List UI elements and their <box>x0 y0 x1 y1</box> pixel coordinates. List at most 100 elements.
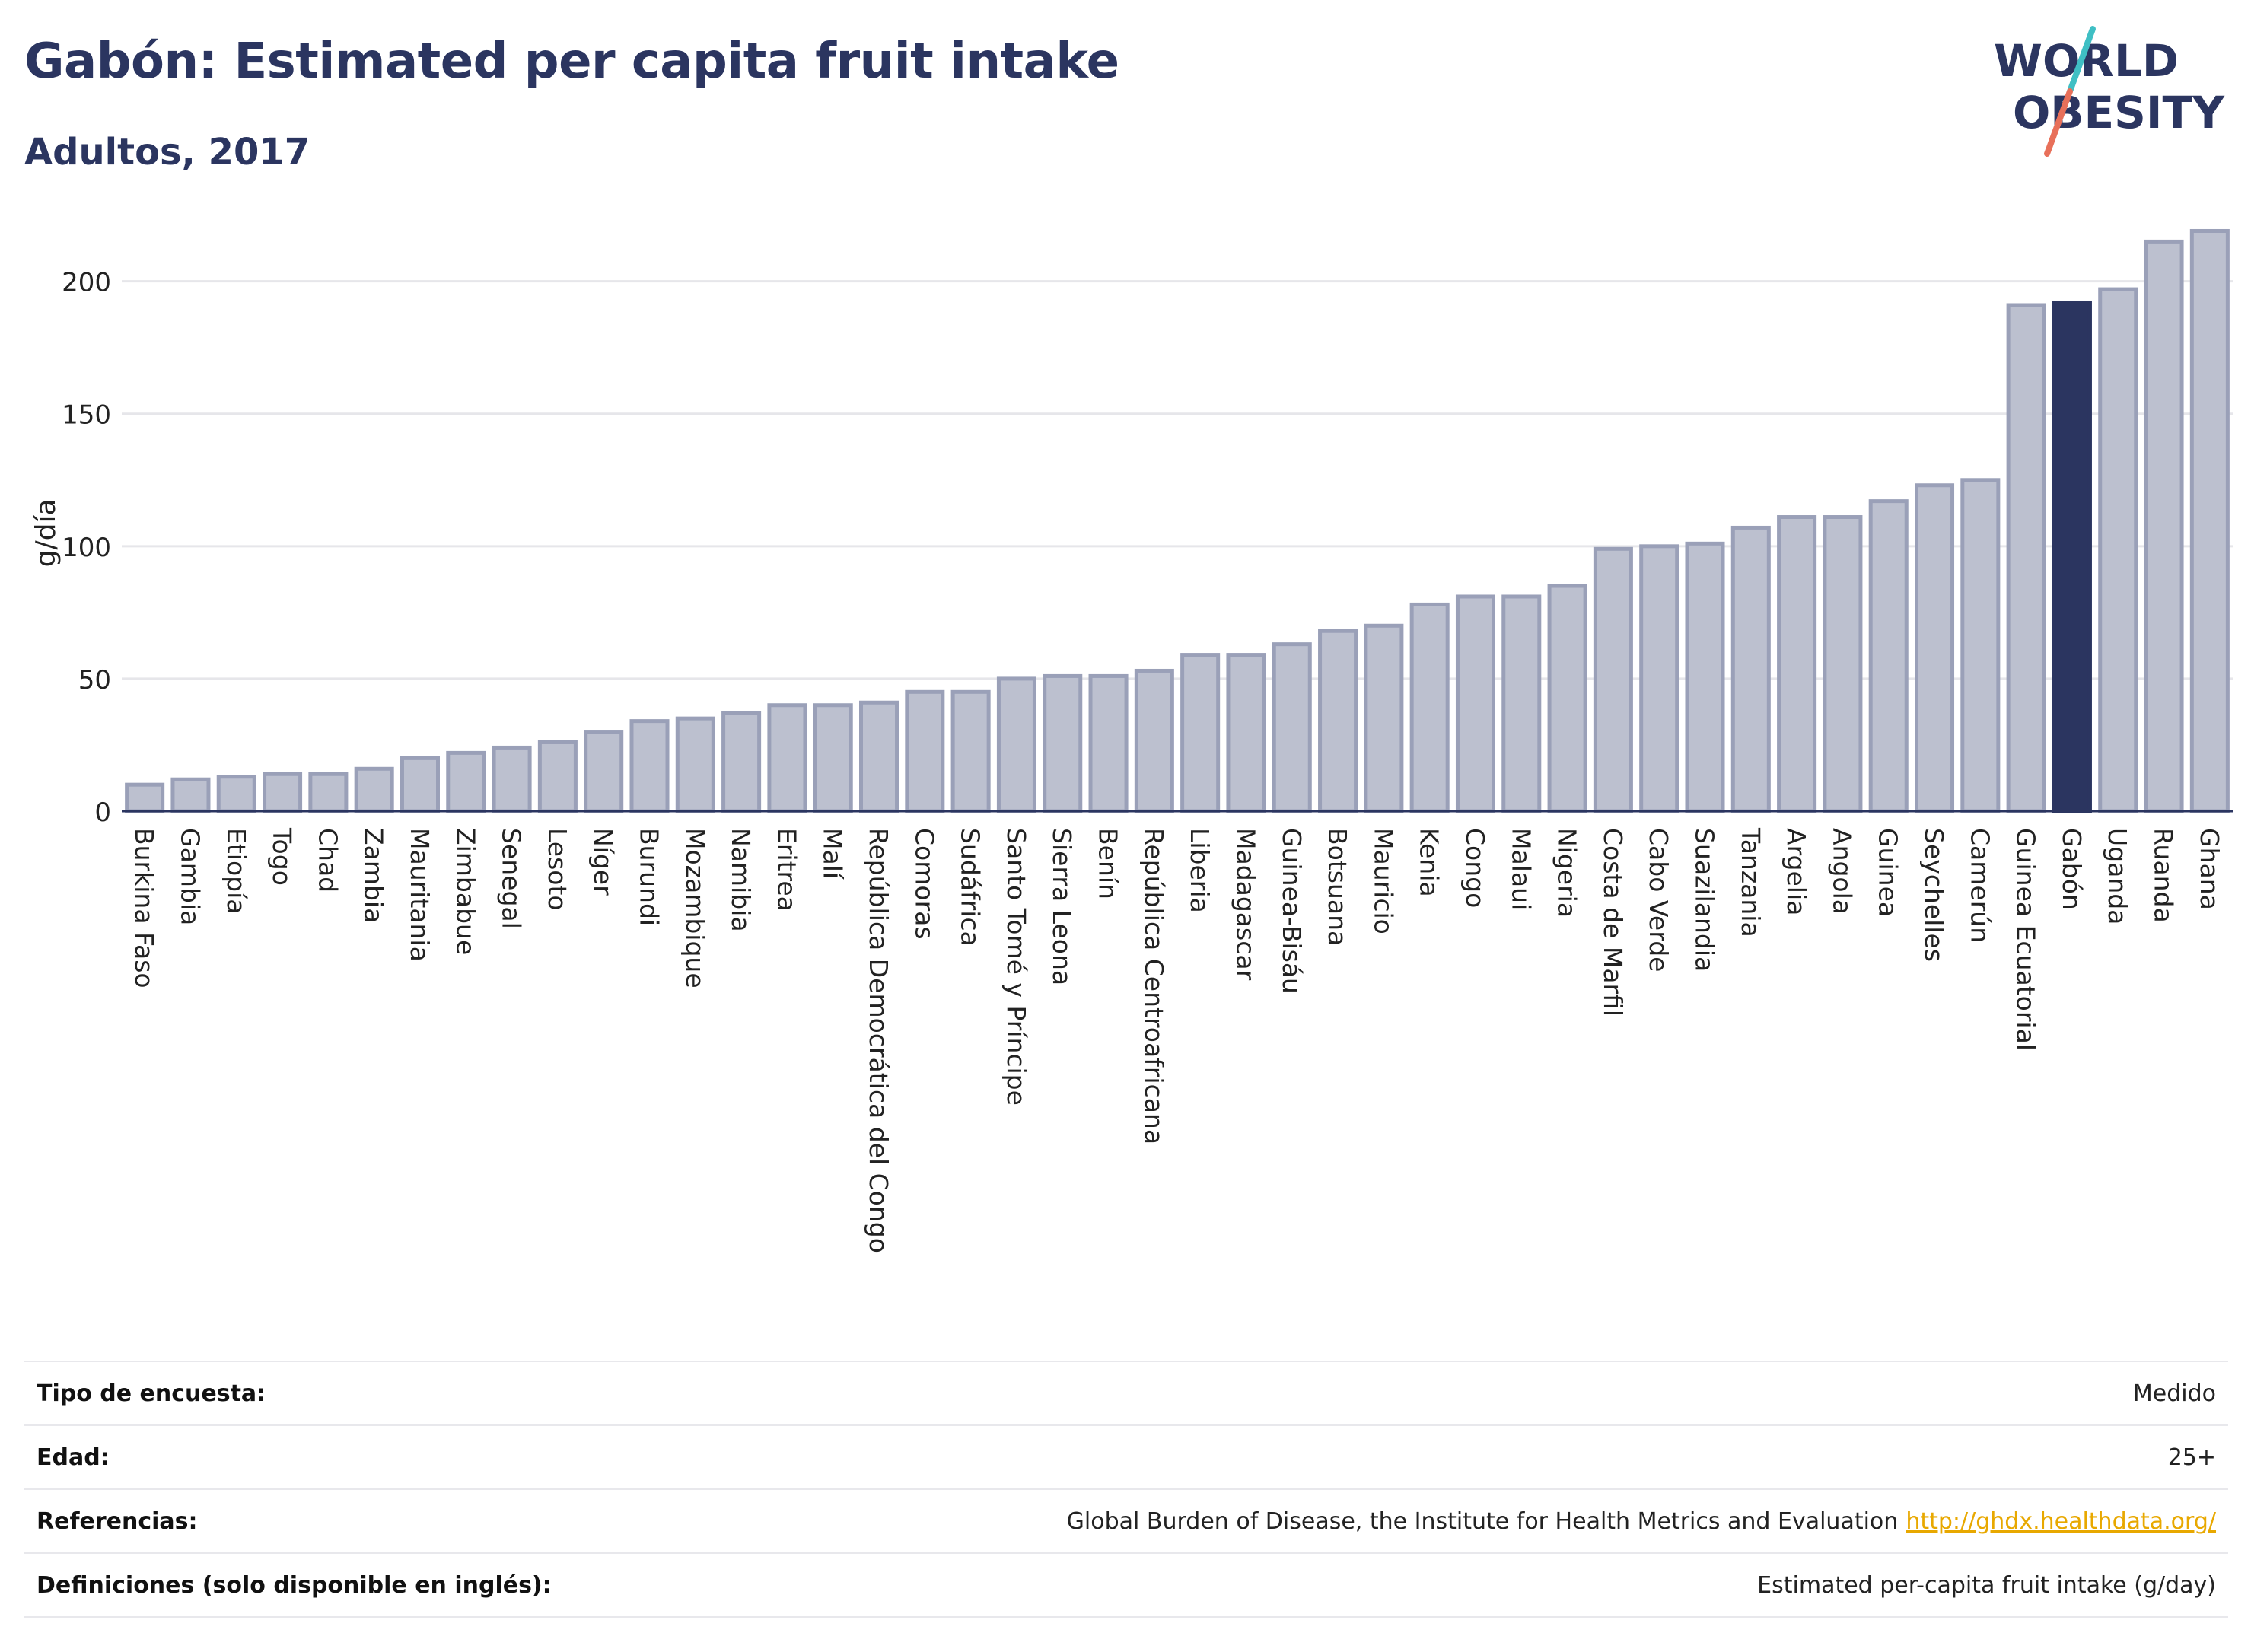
info-row-references: Referencias: Global Burden of Disease, t… <box>24 1488 2228 1552</box>
info-row-age: Edad: 25+ <box>24 1424 2228 1488</box>
x-tick-label-42: Guinea Ecuatorial <box>2011 828 2041 1051</box>
chart-subtitle: Adultos, 2017 <box>24 131 310 173</box>
x-tick-label-3: Etiopía <box>221 828 251 915</box>
bar-45 <box>2144 239 2184 813</box>
x-tick-label-37: Argelia <box>1781 828 1811 915</box>
bar-44 <box>2098 287 2138 813</box>
info-label-survey-type: Tipo de encuesta: <box>37 1380 266 1407</box>
logo-slash-coral <box>2044 88 2073 157</box>
x-tick-label-11: Níger <box>588 828 618 896</box>
x-tick-label-20: Santo Tomé y Príncipe <box>1001 828 1031 1106</box>
x-tick-label-27: Botsuana <box>1323 828 1352 946</box>
bar-22 <box>1088 673 1129 813</box>
y-tick-label-200: 200 <box>62 268 111 298</box>
bar-20 <box>996 676 1036 813</box>
bar-31 <box>1501 594 1542 813</box>
x-tick-label-30: Congo <box>1460 828 1490 908</box>
x-tick-label-22: Benín <box>1094 828 1123 899</box>
world-obesity-logo: WORLD OBESITY <box>1994 26 2225 157</box>
bar-6 <box>354 766 394 813</box>
bar-2 <box>170 777 211 813</box>
bar-25 <box>1226 653 1266 813</box>
x-tick-label-21: Sierra Leona <box>1047 828 1077 985</box>
bar-37 <box>1777 515 1817 813</box>
info-value-survey-type: Medido <box>2132 1380 2216 1407</box>
bar-3 <box>216 775 256 813</box>
x-tick-label-14: Namibia <box>726 828 756 932</box>
references-text: Global Burden of Disease, the Institute … <box>1066 1507 1899 1535</box>
x-tick-label-16: Malí <box>818 828 848 880</box>
y-axis-title: g/día <box>30 498 62 567</box>
x-tick-label-19: Sudáfrica <box>956 828 985 947</box>
x-tick-label-33: Costa de Marfil <box>1598 828 1628 1017</box>
bar-39 <box>1868 499 1909 813</box>
info-table: Tipo de encuesta: Medido Edad: 25+ Refer… <box>24 1361 2228 1618</box>
x-tick-label-8: Zimbabue <box>451 828 480 955</box>
info-value-references: Global Burden of Disease, the Institute … <box>1067 1508 2216 1535</box>
info-value-age: 25+ <box>2167 1444 2216 1471</box>
x-tick-label-46: Ghana <box>2195 828 2224 910</box>
bar-32 <box>1547 584 1587 813</box>
bar-34 <box>1639 544 1679 813</box>
x-tick-label-31: Malaui <box>1506 828 1536 910</box>
x-tick-label-25: Madagascar <box>1231 828 1260 981</box>
bar-7 <box>400 756 440 813</box>
x-tick-label-45: Ruanda <box>2149 828 2179 923</box>
logo-line-2: OBESITY <box>2013 87 2225 138</box>
bar-9 <box>492 745 532 813</box>
x-tick-label-9: Senegal <box>497 828 527 929</box>
bar-38 <box>1823 515 1863 813</box>
x-tick-label-5: Chad <box>313 828 342 893</box>
x-tick-label-39: Guinea <box>1874 828 1903 917</box>
x-tick-label-15: Eritrea <box>772 828 801 912</box>
x-tick-label-4: Togo <box>267 827 297 886</box>
bar-4 <box>263 772 303 813</box>
x-tick-label-12: Burundi <box>635 828 664 926</box>
bar-23 <box>1134 668 1174 813</box>
references-link[interactable]: http://ghdx.healthdata.org/ <box>1906 1507 2216 1535</box>
x-tick-label-2: Gambia <box>175 828 205 925</box>
info-row-definitions: Definiciones (solo disponible en inglés)… <box>24 1552 2228 1618</box>
info-label-definitions: Definiciones (solo disponible en inglés)… <box>37 1571 552 1599</box>
bar-28 <box>1364 623 1404 813</box>
x-tick-label-35: Suazilandia <box>1690 828 1720 972</box>
x-tick-label-23: República Centroafricana <box>1139 828 1169 1144</box>
bar-chart: 0 50 100 150 200 g/día Burkina Faso Gambia Etiop… <box>30 228 2233 1253</box>
logo-slash-teal <box>2067 26 2096 94</box>
bar-5 <box>308 772 349 813</box>
x-tick-label-18: Comoras <box>909 828 939 940</box>
x-tick-label-36: Tanzania <box>1736 827 1765 937</box>
bar-11 <box>584 730 624 813</box>
info-label-age: Edad: <box>37 1444 110 1471</box>
bar-8 <box>446 750 486 813</box>
x-tick-label-17: República Democrática del Congo <box>864 828 893 1253</box>
x-tick-label-1: Burkina Faso <box>129 828 159 988</box>
chart-title: Gabón: Estimated per capita fruit intake <box>24 33 1119 90</box>
bar-16 <box>813 703 853 813</box>
x-tick-label-6: Zambia <box>359 828 389 923</box>
x-tick-label-44: Uganda <box>2103 828 2132 925</box>
bar-26 <box>1272 642 1312 813</box>
x-tick-label-43: Gabón <box>2057 828 2087 910</box>
x-tick-label-38: Angola <box>1827 828 1857 915</box>
bar-12 <box>629 719 670 813</box>
x-tick-label-32: Nigeria <box>1552 828 1582 918</box>
bar-15 <box>767 703 807 813</box>
bar-24 <box>1180 653 1221 813</box>
bar-36 <box>1730 525 1771 813</box>
y-tick-label-150: 150 <box>62 400 111 431</box>
bar-21 <box>1043 673 1083 813</box>
bar-10 <box>537 740 578 813</box>
x-tick-label-40: Seychelles <box>1919 828 1949 962</box>
bar-33 <box>1593 546 1633 813</box>
bar-13 <box>675 716 715 813</box>
x-tick-label-24: Liberia <box>1185 828 1215 913</box>
bar-42 <box>2006 303 2046 813</box>
y-tick-label-0: 0 <box>94 797 111 828</box>
x-tick-label-7: Mauritania <box>405 828 435 962</box>
bar-35 <box>1685 541 1725 813</box>
bar-14 <box>721 711 762 813</box>
x-tick-label-28: Mauricio <box>1368 828 1398 934</box>
x-tick-label-10: Lesoto <box>543 828 572 911</box>
bar-27 <box>1318 629 1358 813</box>
